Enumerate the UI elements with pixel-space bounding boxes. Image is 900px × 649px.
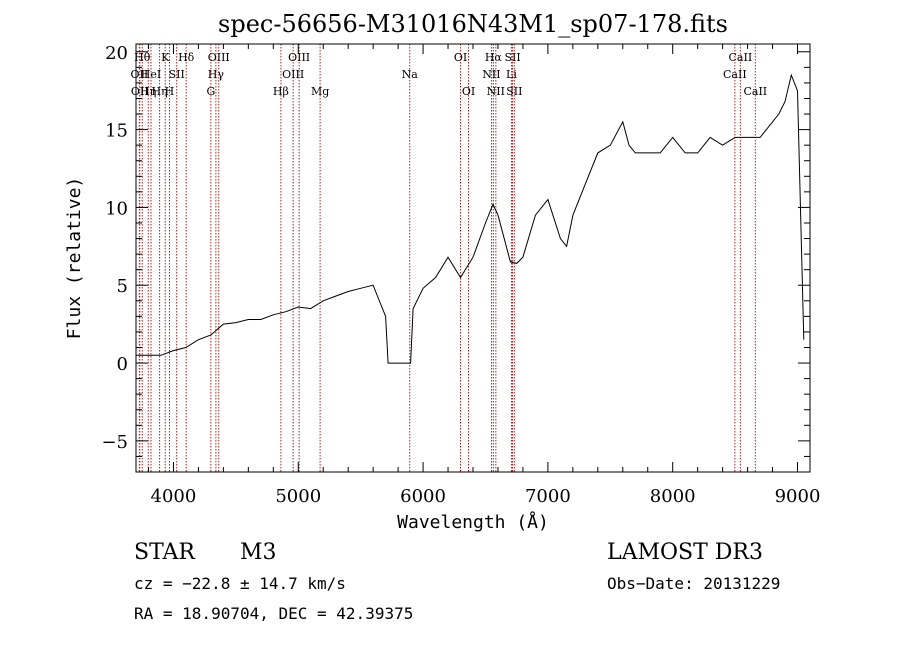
spectral-line-label-14: OIII	[282, 68, 304, 81]
spectral-line-label-28: CaII	[743, 85, 767, 98]
chart-title: spec-56656-M31016N43M1_sp07-178.fits	[218, 10, 728, 38]
y-tick-label-2: 5	[117, 276, 128, 297]
spectral-line-label-2: Hθ	[134, 51, 151, 64]
spectral-line-label-24: SII	[504, 51, 520, 64]
coordinates: RA = 18.90704, DEC = 42.39375	[134, 604, 413, 623]
spectral-line-label-6: K	[161, 51, 170, 64]
redshift-cz: cz = −22.8 ± 14.7 km/s	[134, 574, 346, 593]
spectral-line-label-13: Hβ	[273, 85, 289, 98]
spectral-line-label-26: CaII	[723, 68, 747, 81]
x-tick-label-0: 4000	[151, 486, 197, 507]
spectral-line-label-12: OIII	[208, 51, 230, 64]
spectral-line-label-5: Hη	[151, 85, 167, 98]
spectral-line-labels: OII OII Hθ Hη HeI Hη K H SII Hδ G Hγ OIII Hβ OIII OIII M…	[131, 51, 768, 98]
x-tick-label-5: 9000	[775, 486, 821, 507]
survey-name: LAMOST DR3	[607, 540, 763, 565]
object-type: STAR	[134, 540, 196, 565]
spectral-line-label-27: CaII	[729, 51, 753, 64]
y-axis-label: Flux (relative)	[64, 177, 85, 340]
object-subclass: M3	[240, 540, 277, 565]
x-axis-label: Wavelength (Å)	[397, 511, 549, 533]
spectral-line-label-8: SII	[169, 68, 185, 81]
x-axis-ticks: 4000 5000 6000 7000 8000 9000	[147, 44, 821, 507]
x-tick-label-3: 7000	[525, 486, 571, 507]
spectral-line-markers	[138, 44, 756, 472]
spectral-line-label-10: G	[206, 85, 215, 98]
spectrum-series-line	[136, 73, 805, 364]
spectral-line-label-4: HeI	[141, 68, 161, 81]
spectral-line-label-18: OI	[454, 51, 467, 64]
y-axis-ticks: −5 0 5 10 15 20	[101, 43, 810, 457]
spectral-line-label-16: Mg	[311, 85, 329, 98]
x-tick-label-1: 5000	[275, 486, 321, 507]
spectral-line-label-1: OII	[131, 85, 149, 98]
x-tick-label-4: 8000	[650, 486, 696, 507]
spectral-line-label-17: Na	[402, 68, 419, 81]
y-tick-label-0: −5	[101, 432, 128, 453]
spectral-line-label-20: NII	[482, 68, 500, 81]
y-tick-label-3: 10	[105, 198, 128, 219]
obs-date: Obs−Date: 20131229	[607, 574, 780, 593]
spectral-line-label-9: Hδ	[178, 51, 195, 64]
spectral-line-label-15: OIII	[288, 51, 310, 64]
spectral-line-label-11: Hγ	[208, 68, 225, 81]
spectral-line-label-23: Li	[506, 68, 517, 81]
y-tick-label-5: 20	[105, 43, 128, 64]
spectral-line-label-19: OI	[462, 85, 475, 98]
spectral-line-label-25: SII	[506, 85, 522, 98]
spectral-line-label-22: NII	[487, 85, 505, 98]
y-tick-label-1: 0	[117, 354, 128, 375]
y-tick-label-4: 15	[105, 121, 128, 142]
spectral-line-label-21: Hα	[485, 51, 503, 64]
spectral-line-label-3: Hη	[140, 85, 156, 98]
spectral-line-label-7: H	[165, 85, 175, 98]
x-tick-label-2: 6000	[400, 486, 446, 507]
spectral-line-label-0: OII	[131, 68, 149, 81]
